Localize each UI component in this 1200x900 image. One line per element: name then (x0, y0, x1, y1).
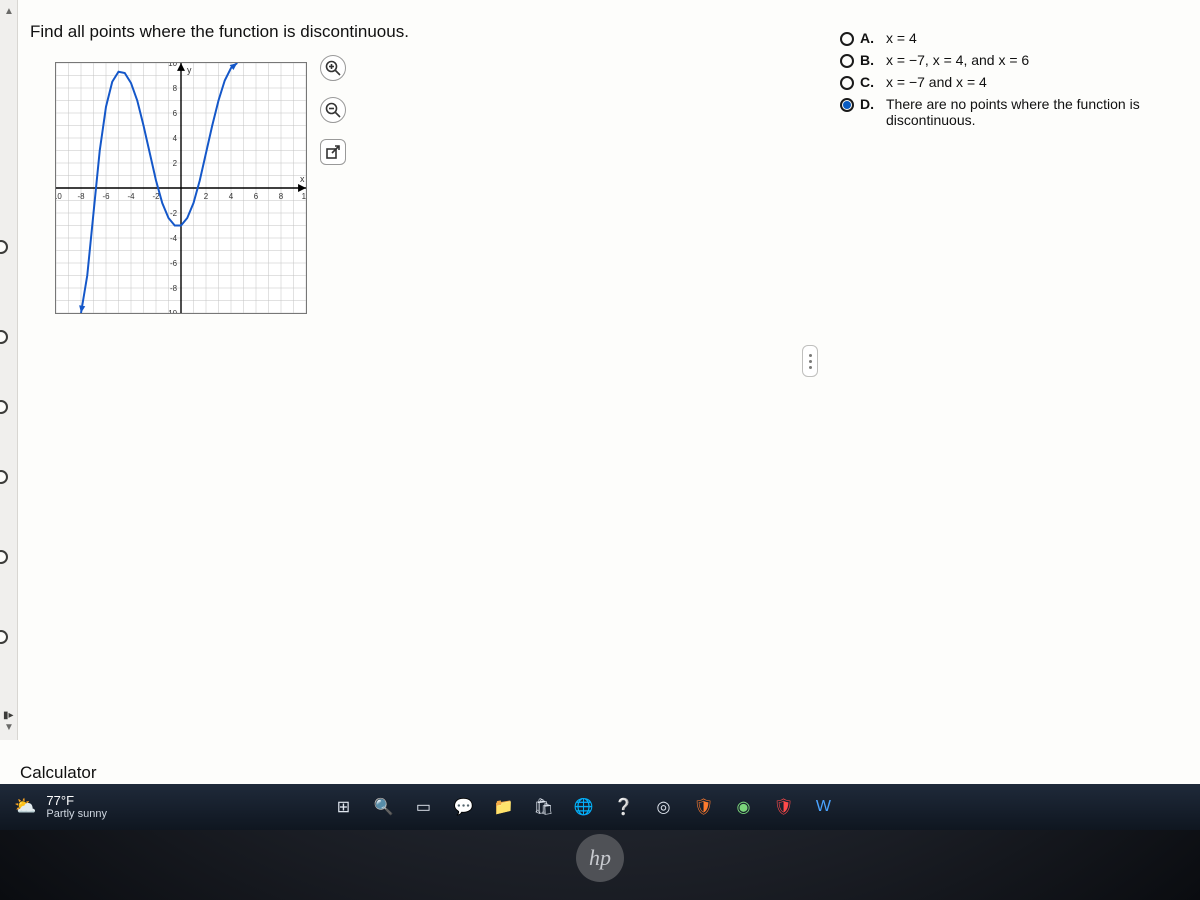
app-screen: ▲ ▼ ▮▸ Find all points where the functio… (0, 0, 1200, 830)
svg-text:8: 8 (173, 84, 178, 93)
svg-text:-2: -2 (170, 209, 177, 218)
graph-svg: -10 -8 -6 -4 -2 2 4 6 8 10 -10 -8 -6 -4 -2 2 4 6 8 10 x y (56, 63, 306, 313)
answer-text: x = 4 (886, 30, 1180, 46)
svg-text:10: 10 (302, 192, 306, 201)
svg-text:10: 10 (168, 63, 177, 68)
taskbar-edge-icon[interactable]: 🌐 (569, 793, 597, 821)
monitor-frame: ▲ ▼ ▮▸ Find all points where the functio… (0, 0, 1200, 830)
popout-button[interactable] (320, 139, 346, 165)
svg-text:-6: -6 (170, 259, 178, 268)
radio-B[interactable] (840, 54, 854, 68)
left-scroll-strip: ▲ ▼ (0, 0, 18, 740)
popout-icon (326, 145, 340, 159)
collapse-handle-button[interactable] (802, 345, 818, 377)
taskbar-brave2-icon[interactable]: 🛡 (769, 793, 797, 821)
answer-row-D[interactable]: D. There are no points where the function… (840, 96, 1180, 128)
answer-row-C[interactable]: C. x = −7 and x = 4 (840, 74, 1180, 90)
scroll-down-icon[interactable]: ▼ (3, 722, 15, 734)
zoom-controls (320, 55, 346, 165)
answer-text: There are no points where the function i… (886, 96, 1180, 128)
radio-C[interactable] (840, 76, 854, 90)
taskbar-center: ⊞ 🔍 ▭ 💬 📁 🛍 🌐 ❔ ◎ 🛡 ◉ 🛡 W (329, 793, 837, 821)
answer-letter: B. (860, 52, 880, 68)
svg-text:y: y (187, 65, 192, 75)
svg-text:-8: -8 (77, 192, 85, 201)
answer-text: x = −7, x = 4, and x = 6 (886, 52, 1180, 68)
hp-logo: hp (576, 834, 624, 882)
calculator-link[interactable]: Calculator (20, 763, 97, 783)
taskbar-task-view-icon[interactable]: ▭ (409, 793, 437, 821)
taskbar-start-icon[interactable]: ⊞ (329, 793, 357, 821)
taskbar-explorer-icon[interactable]: 📁 (489, 793, 517, 821)
answer-row-B[interactable]: B. x = −7, x = 4, and x = 6 (840, 52, 1180, 68)
answer-letter: A. (860, 30, 880, 46)
function-graph: -10 -8 -6 -4 -2 2 4 6 8 10 -10 -8 -6 -4 -2 2 4 6 8 10 x y (55, 62, 307, 314)
zoom-out-icon (325, 102, 341, 118)
taskbar-search-icon[interactable]: 🔍 (369, 793, 397, 821)
taskbar-help-icon[interactable]: ❔ (609, 793, 637, 821)
svg-text:2: 2 (204, 192, 208, 201)
svg-text:-2: -2 (152, 192, 159, 201)
question-text: Find all points where the function is di… (30, 22, 409, 42)
weather-condition: Partly sunny (46, 808, 107, 820)
svg-text:-10: -10 (56, 192, 62, 201)
windows-taskbar: ⛅ 77°F Partly sunny ⊞ 🔍 ▭ 💬 📁 🛍 🌐 ❔ ◎ 🛡 ◉ 🛡 W (0, 784, 1200, 830)
answer-text: x = −7 and x = 4 (886, 74, 1180, 90)
svg-text:6: 6 (173, 109, 178, 118)
answer-choices: A. x = 4 B. x = −7, x = 4, and x = 6 C. x = −… (840, 30, 1180, 134)
svg-text:8: 8 (279, 192, 284, 201)
radio-D[interactable] (840, 98, 854, 112)
taskbar-word-icon[interactable]: W (809, 793, 837, 821)
svg-text:-10: -10 (166, 309, 178, 313)
taskbar-weather[interactable]: ⛅ 77°F Partly sunny (0, 794, 107, 820)
scroll-up-icon[interactable]: ▲ (3, 6, 15, 18)
radio-A[interactable] (840, 32, 854, 46)
svg-text:-8: -8 (170, 284, 178, 293)
answer-row-A[interactable]: A. x = 4 (840, 30, 1180, 46)
zoom-in-button[interactable] (320, 55, 346, 81)
weather-icon: ⛅ (14, 796, 36, 817)
zoom-out-button[interactable] (320, 97, 346, 123)
answer-letter: C. (860, 74, 880, 90)
svg-text:x: x (300, 174, 305, 184)
svg-text:-4: -4 (170, 234, 178, 243)
taskbar-brave-icon[interactable]: 🛡 (689, 793, 717, 821)
svg-text:-4: -4 (127, 192, 135, 201)
svg-text:4: 4 (229, 192, 234, 201)
taskbar-store-icon[interactable]: 🛍 (529, 793, 557, 821)
svg-text:-6: -6 (102, 192, 110, 201)
taskbar-hp-icon[interactable]: ◎ (649, 793, 677, 821)
weather-temp: 77°F (46, 794, 107, 808)
answer-letter: D. (860, 96, 880, 112)
zoom-in-icon (325, 60, 341, 76)
taskbar-chrome-icon[interactable]: ◉ (729, 793, 757, 821)
expand-handle-icon[interactable]: ▮▸ (3, 710, 14, 721)
svg-text:6: 6 (254, 192, 259, 201)
taskbar-chat-icon[interactable]: 💬 (449, 793, 477, 821)
svg-text:2: 2 (173, 159, 177, 168)
svg-text:4: 4 (173, 134, 178, 143)
